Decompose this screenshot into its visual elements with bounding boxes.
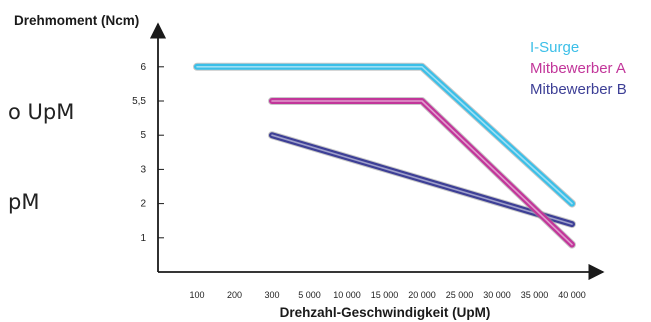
y-tick-label: 3 — [140, 164, 146, 175]
legend-entry: Mitbewerber A — [530, 60, 626, 77]
x-tick-label: 15 000 — [371, 290, 399, 300]
series-line — [268, 97, 576, 249]
x-ticks: 100 200 300 5 000 10 000 15 000 20 000 25 000 30… — [189, 290, 585, 300]
x-tick-label: 10 000 — [333, 290, 361, 300]
x-tick-label: 100 — [189, 290, 204, 300]
y-tick-label: 2 — [140, 199, 146, 210]
series-line-stroke — [194, 63, 575, 207]
legend-entry: I-Surge — [530, 39, 579, 56]
y-tick-label: 6 — [140, 62, 146, 73]
x-axis-title: Drehzahl-Geschwindigkeit (UpM) — [280, 305, 491, 320]
series-line-shadow — [193, 62, 576, 208]
legend-entry: Mitbewerber B — [530, 81, 627, 98]
x-tick-label: 35 000 — [521, 290, 549, 300]
series-line — [268, 131, 576, 229]
cropped-text-pm: pM — [8, 190, 40, 214]
y-tick-label: 5,5 — [132, 96, 146, 107]
series-line-highlight — [271, 134, 573, 225]
series-line-stroke — [269, 98, 575, 248]
cropped-text-upm: o UpM — [8, 100, 75, 124]
series-line-highlight — [196, 66, 573, 205]
legend: I-Surge Mitbewerber A Mitbewerber B — [530, 39, 627, 98]
series-lines — [193, 62, 576, 249]
x-tick-label: 25 000 — [446, 290, 474, 300]
series-line-shadow — [268, 97, 576, 249]
x-tick-label: 30 000 — [483, 290, 511, 300]
x-tick-label: 5 000 — [298, 290, 321, 300]
y-ticks: 1 2 3 5 5,5 6 — [132, 62, 164, 244]
y-tick-label: 1 — [140, 233, 146, 244]
axes — [149, 22, 605, 281]
x-tick-label: 20 000 — [408, 290, 436, 300]
y-axis-title: Drehmoment (Ncm) — [14, 13, 139, 28]
y-tick-label: 5 — [140, 130, 146, 141]
x-tick-label: 200 — [227, 290, 242, 300]
series-line — [193, 62, 576, 208]
series-line-highlight — [271, 100, 573, 246]
x-tick-label: 300 — [264, 290, 279, 300]
x-tick-label: 40 000 — [558, 290, 586, 300]
